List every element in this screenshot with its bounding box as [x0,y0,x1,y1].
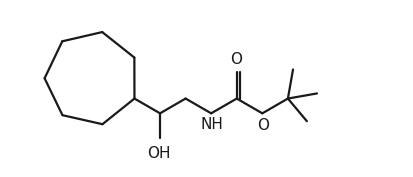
Text: O: O [229,52,241,67]
Text: OH: OH [147,146,171,161]
Text: NH: NH [200,117,223,132]
Text: O: O [257,118,268,133]
